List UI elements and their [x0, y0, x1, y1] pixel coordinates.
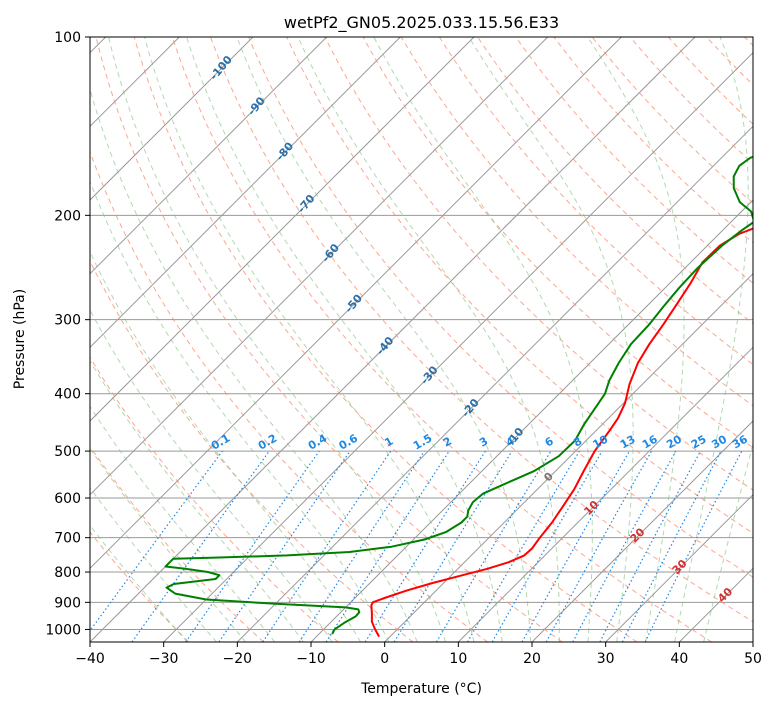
dry-adiabat-line: [90, 531, 190, 642]
x-tick-label: −10: [296, 651, 326, 667]
moist-adiabat-line: [90, 250, 362, 642]
y-tick-label: 400: [54, 387, 81, 403]
chart-title: wetPf2_GN05.2025.033.15.56.E33: [284, 13, 559, 33]
y-tick-label: 600: [54, 491, 81, 507]
mixing-ratio-line: [185, 450, 320, 642]
x-tick-label: −40: [75, 651, 105, 667]
isotherm-line: [90, 37, 475, 422]
dry-adiabat-line: [90, 356, 339, 642]
x-tick-label: 50: [744, 651, 762, 667]
isotherm-line: [90, 37, 549, 496]
moist-adiabat-line: [90, 180, 390, 642]
moist-adiabat-line: [186, 37, 503, 642]
isotherm-line: [163, 51, 753, 642]
isotherm-line: [90, 37, 622, 570]
moist-adiabat-line: [90, 87, 418, 642]
dry-adiabat-line: [90, 150, 488, 642]
moist-adiabat-line: [90, 405, 276, 642]
mixing-ratio-line: [521, 450, 631, 642]
x-tick-label: 20: [523, 651, 541, 667]
moist-adiabat-line: [373, 37, 593, 642]
x-tick-label: 0: [380, 651, 389, 667]
isotherm-line: [384, 272, 753, 642]
y-tick-label: 800: [54, 565, 81, 581]
mixing-ratio-line: [298, 450, 425, 642]
axes: −40 −30 −20 −10 0 10 20 30 40 50 100 200 300 400 500 60…: [45, 30, 762, 667]
mixing-ratio-line: [644, 450, 743, 642]
x-axis-title: Temperature (°C): [360, 681, 482, 697]
y-tick-label: 200: [54, 208, 81, 224]
y-tick-label: 700: [54, 531, 81, 547]
mixing-ratio-line: [545, 450, 653, 642]
profiles: [164, 155, 753, 638]
moist-adiabat-line: [587, 37, 685, 642]
isotherm-line: [90, 37, 401, 349]
y-tick-label: 900: [54, 595, 81, 611]
y-tick-label: 1000: [45, 622, 81, 638]
x-tick-label: −30: [149, 651, 179, 667]
moist-adiabat-line: [90, 359, 304, 642]
plot-frame: [89, 36, 754, 643]
mixing-ratio-line: [325, 450, 450, 642]
x-tick-label: 40: [670, 651, 688, 667]
moist-adiabat-line: [90, 487, 217, 642]
x-tick-label: 10: [449, 651, 467, 667]
moist-adiabat-line: [144, 37, 475, 642]
mixing-ratio-line: [572, 450, 677, 642]
mixing-ratio-line: [90, 450, 223, 632]
dewpoint-profile-line: [164, 155, 753, 635]
dry-adiabat-line: [248, 37, 753, 578]
y-tick-label: 300: [54, 313, 81, 329]
x-tick-label: −20: [223, 651, 253, 667]
dry-adiabat-line: [133, 37, 638, 642]
dry-adiabat-line: [95, 37, 563, 642]
dry-adiabat-line: [210, 37, 753, 623]
isotherm-line: [236, 125, 753, 642]
isotherm-line: [90, 37, 254, 201]
isotherm-line: [605, 493, 753, 642]
mixing-ratio-line: [218, 450, 351, 642]
moist-adiabat-line: [236, 37, 532, 642]
moist-adiabat-line: [90, 524, 188, 642]
moist-adiabat-line: [297, 37, 560, 642]
mixing-ratio-line: [262, 450, 392, 642]
isotherm-line: [90, 37, 328, 275]
isotherm-line: [90, 37, 696, 642]
mixing-ratio-line: [393, 450, 513, 642]
x-tick-label: 30: [597, 651, 615, 667]
temperature-profile-line: [370, 227, 753, 638]
isotherm-line: [531, 420, 753, 642]
dry-adiabat-line: [438, 37, 753, 366]
mixing-ratio-line: [131, 450, 270, 642]
y-axis-title: Pressure (hPa): [12, 289, 28, 389]
dry-adiabat-line: [90, 445, 264, 642]
dry-adiabat-line: [286, 37, 753, 534]
moist-adiabat-line: [108, 37, 447, 642]
isotherm-line: [457, 346, 753, 642]
y-tick-label: 100: [54, 30, 81, 46]
dry-adiabat-line: [400, 37, 753, 407]
dry-adiabat-line: [515, 37, 753, 284]
y-tick-label: 500: [54, 444, 81, 460]
